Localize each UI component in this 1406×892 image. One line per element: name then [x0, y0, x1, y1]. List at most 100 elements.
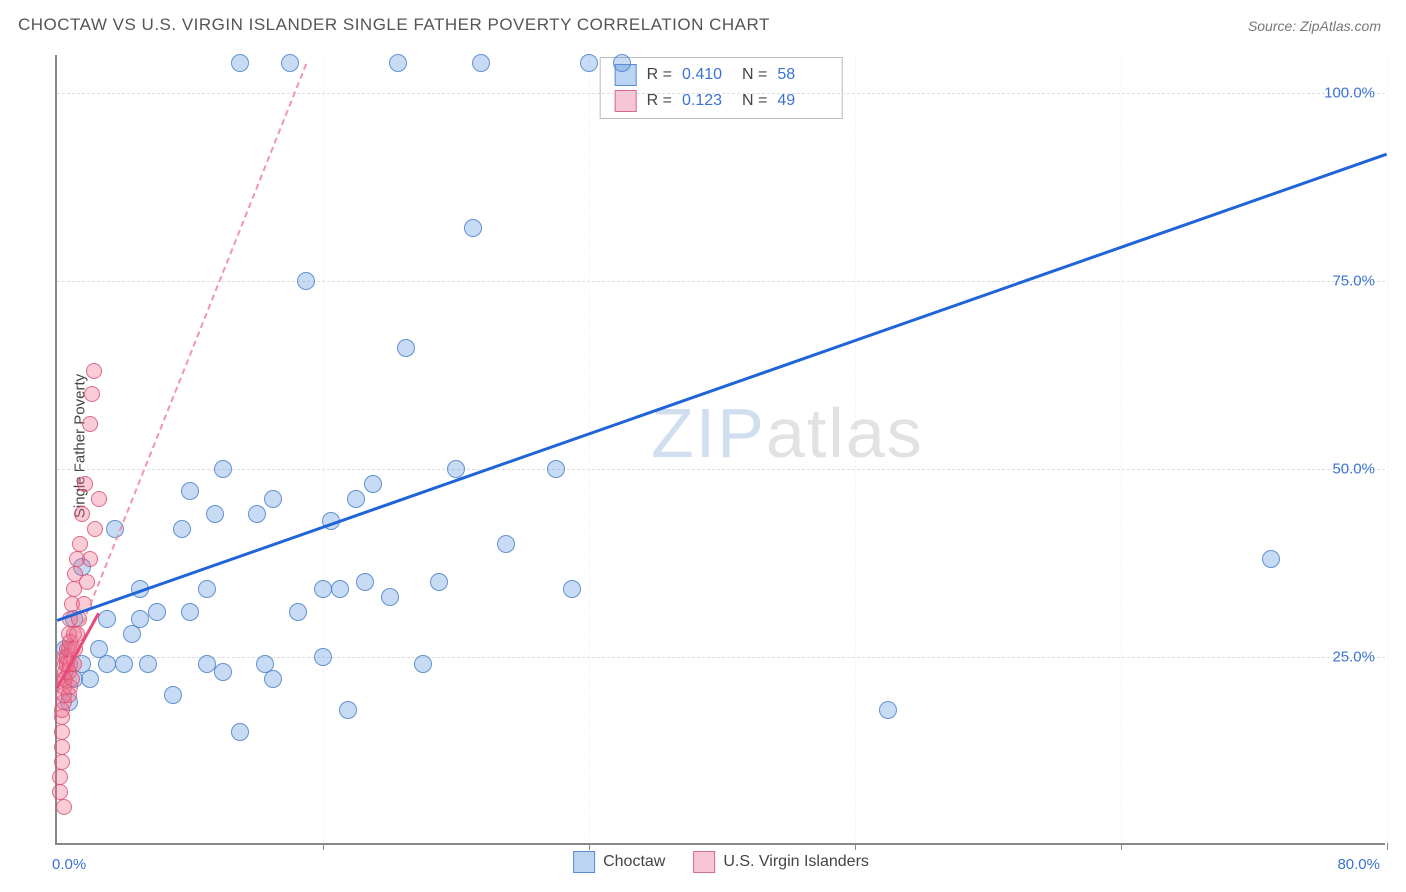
data-point-blue — [231, 723, 249, 741]
data-point-blue — [173, 520, 191, 538]
data-point-blue — [231, 54, 249, 72]
data-point-pink — [72, 536, 88, 552]
source-attribution: Source: ZipAtlas.com — [1248, 18, 1381, 34]
data-point-blue — [472, 54, 490, 72]
data-point-blue — [289, 603, 307, 621]
data-point-blue — [281, 54, 299, 72]
data-point-blue — [547, 460, 565, 478]
data-point-pink — [86, 363, 102, 379]
data-point-blue — [347, 490, 365, 508]
data-point-pink — [54, 739, 70, 755]
x-tick-mark — [855, 843, 856, 850]
data-point-blue — [264, 670, 282, 688]
r-label: R = — [647, 92, 672, 110]
data-point-blue — [214, 663, 232, 681]
data-point-blue — [198, 655, 216, 673]
data-point-blue — [389, 54, 407, 72]
data-point-pink — [82, 551, 98, 567]
data-point-blue — [430, 573, 448, 591]
data-point-blue — [563, 580, 581, 598]
r-label: R = — [647, 66, 672, 84]
data-point-blue — [198, 580, 216, 598]
y-tick-label: 75.0% — [1332, 272, 1375, 289]
n-label: N = — [742, 92, 767, 110]
gridline-h — [57, 281, 1385, 282]
legend-item-usvi: U.S. Virgin Islanders — [693, 851, 869, 873]
chart-container: CHOCTAW VS U.S. VIRGIN ISLANDER SINGLE F… — [0, 0, 1406, 892]
gridline-v — [1121, 55, 1122, 843]
data-point-pink — [79, 574, 95, 590]
data-point-blue — [580, 54, 598, 72]
swatch-blue-icon — [573, 851, 595, 873]
data-point-pink — [87, 521, 103, 537]
data-point-blue — [181, 603, 199, 621]
r-value-choctaw: 0.410 — [682, 66, 732, 84]
data-point-pink — [52, 784, 68, 800]
swatch-pink-icon — [693, 851, 715, 873]
data-point-pink — [56, 799, 72, 815]
gridline-v — [323, 55, 324, 843]
gridline-v — [589, 55, 590, 843]
data-point-blue — [164, 686, 182, 704]
x-tick-mark — [1387, 843, 1388, 850]
data-point-blue — [206, 505, 224, 523]
data-point-blue — [364, 475, 382, 493]
gridline-v — [855, 55, 856, 843]
data-point-blue — [414, 655, 432, 673]
y-tick-label: 100.0% — [1324, 84, 1375, 101]
data-point-blue — [381, 588, 399, 606]
data-point-blue — [115, 655, 133, 673]
data-point-blue — [264, 490, 282, 508]
stats-legend-box: R = 0.410 N = 58 R = 0.123 N = 49 — [600, 57, 843, 119]
data-point-pink — [52, 769, 68, 785]
y-tick-label: 50.0% — [1332, 460, 1375, 477]
x-tick-mark — [589, 843, 590, 850]
x-tick-mark — [323, 843, 324, 850]
data-point-pink — [82, 416, 98, 432]
data-point-blue — [98, 610, 116, 628]
chart-title: CHOCTAW VS U.S. VIRGIN ISLANDER SINGLE F… — [18, 15, 770, 35]
data-point-blue — [81, 670, 99, 688]
n-value-usvi: 49 — [777, 92, 827, 110]
data-point-blue — [214, 460, 232, 478]
x-tick-mark — [1121, 843, 1122, 850]
data-point-blue — [297, 272, 315, 290]
trend-line-choctaw — [57, 153, 1388, 622]
y-tick-label: 25.0% — [1332, 648, 1375, 665]
data-point-blue — [339, 701, 357, 719]
stats-row-choctaw: R = 0.410 N = 58 — [601, 62, 842, 88]
bottom-legend: Choctaw U.S. Virgin Islanders — [573, 851, 869, 873]
legend-label-usvi: U.S. Virgin Islanders — [723, 853, 869, 871]
watermark: ZIPatlas — [651, 393, 924, 473]
data-point-blue — [497, 535, 515, 553]
data-point-blue — [331, 580, 349, 598]
n-value-choctaw: 58 — [777, 66, 827, 84]
data-point-pink — [54, 724, 70, 740]
gridline-h — [57, 469, 1385, 470]
legend-item-choctaw: Choctaw — [573, 851, 665, 873]
data-point-pink — [77, 476, 93, 492]
n-label: N = — [742, 66, 767, 84]
x-tick-label: 80.0% — [1337, 856, 1380, 873]
data-point-blue — [447, 460, 465, 478]
plot-area: ZIPatlas R = 0.410 N = 58 R = 0.123 N = … — [55, 55, 1385, 845]
data-point-blue — [181, 482, 199, 500]
r-value-usvi: 0.123 — [682, 92, 732, 110]
data-point-blue — [356, 573, 374, 591]
data-point-blue — [139, 655, 157, 673]
gridline-h — [57, 93, 1385, 94]
data-point-blue — [397, 339, 415, 357]
data-point-pink — [91, 491, 107, 507]
gridline-h — [57, 657, 1385, 658]
data-point-blue — [1262, 550, 1280, 568]
data-point-pink — [74, 506, 90, 522]
data-point-blue — [613, 54, 631, 72]
legend-label-choctaw: Choctaw — [603, 853, 665, 871]
data-point-blue — [314, 648, 332, 666]
data-point-blue — [131, 610, 149, 628]
data-point-blue — [464, 219, 482, 237]
gridline-v — [1387, 55, 1388, 843]
data-point-blue — [314, 580, 332, 598]
data-point-blue — [148, 603, 166, 621]
watermark-atlas: atlas — [766, 394, 924, 472]
